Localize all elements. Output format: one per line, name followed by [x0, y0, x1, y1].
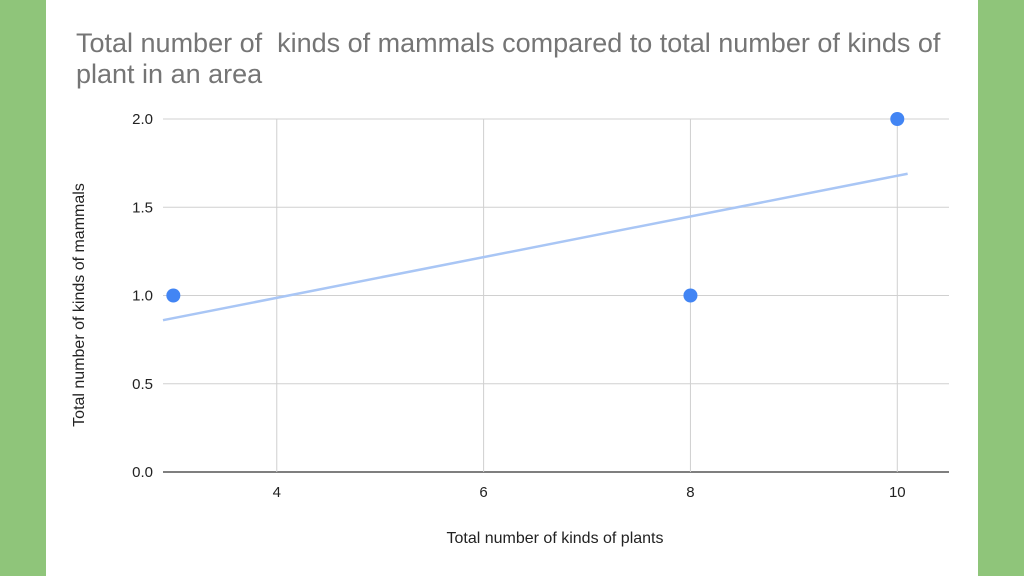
- x-tick-label: 6: [479, 484, 487, 501]
- y-axis-ticks: 0.0 0.5 1.0 1.5 2.0: [132, 111, 153, 481]
- y-tick-label: 2.0: [132, 111, 153, 128]
- y-tick-label: 1.5: [132, 199, 153, 216]
- data-points: [166, 112, 905, 303]
- trendline: [162, 172, 908, 322]
- data-point: [890, 112, 905, 126]
- grid-lines: [163, 118, 949, 473]
- data-point: [683, 288, 698, 303]
- x-axis-ticks: 4 6 8 10: [273, 484, 906, 501]
- x-tick-label: 8: [686, 484, 694, 501]
- data-point: [166, 288, 181, 303]
- x-tick-label: 10: [889, 484, 906, 501]
- scatter-chart: 0.0 0.5 1.0 1.5 2.0 4 6 8 10 Total number of ki…: [71, 111, 949, 547]
- x-axis-title: Total number of kinds of plants: [446, 530, 663, 547]
- y-tick-label: 0.0: [132, 464, 153, 481]
- y-axis-title: Total number of kinds of mammals: [71, 183, 88, 427]
- y-tick-label: 0.5: [132, 376, 153, 393]
- trendline-layer: [162, 172, 908, 322]
- x-tick-label: 4: [273, 484, 281, 501]
- chart-title: Total number of kinds of mammals compare…: [76, 28, 948, 89]
- chart-card: Total number of kinds of mammals compare…: [46, 0, 978, 576]
- y-tick-label: 1.0: [132, 288, 153, 305]
